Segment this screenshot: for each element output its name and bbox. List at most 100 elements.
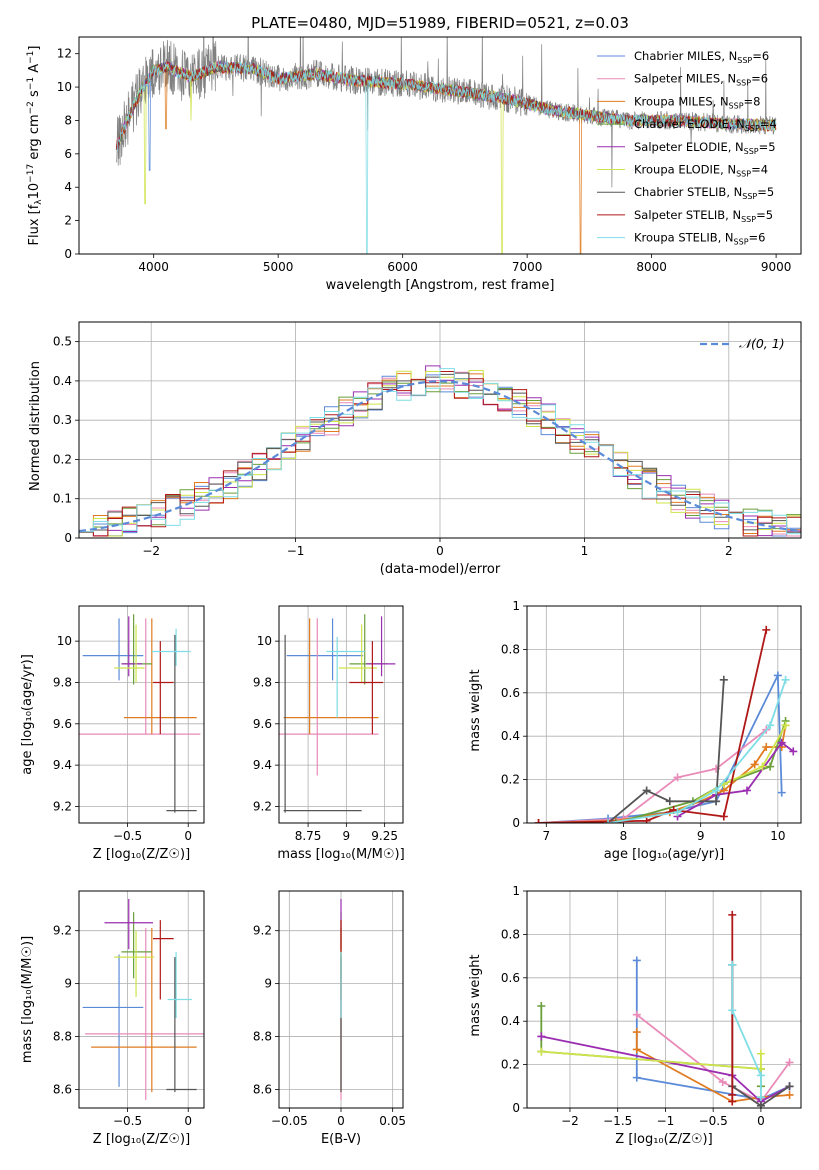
- y-tick-label: 8.8: [253, 1030, 272, 1044]
- x-tick-label: 9: [697, 829, 705, 843]
- x-tick-label: −0.5: [699, 1114, 728, 1128]
- legend-label-sub: SSP: [742, 192, 757, 201]
- x-tick-label: 10: [770, 829, 785, 843]
- y-axis-label-part: s: [27, 90, 42, 101]
- y-axis-label-part: ]: [27, 46, 42, 51]
- y-axis-label: mass weight: [468, 669, 483, 751]
- legend-label: Chabrier ELODIE, NSSP=4: [634, 117, 777, 133]
- y-tick-label: 9.2: [253, 799, 272, 813]
- weight-marker: [773, 671, 782, 680]
- y-tick-label: 9.2: [53, 799, 72, 813]
- legend-label-value: =6: [752, 49, 769, 63]
- x-tick-label: −1: [287, 544, 305, 558]
- x-tick-label: −0.5: [113, 829, 142, 843]
- weight-marker: [537, 1047, 546, 1056]
- x-tick-label: −2: [142, 544, 160, 558]
- y-axis-label-part: Flux [f: [27, 204, 42, 245]
- x-tick-label: 0: [184, 829, 192, 843]
- x-axis-label: E(B-V): [321, 1132, 361, 1147]
- panel-mass-vs-z: −0.5 0 8.6 8.8 9 9.2 Z [log₁₀(Z/Z☉)] mass [log₁…: [20, 890, 205, 1147]
- y-axis-label-part: A: [27, 64, 42, 77]
- legend-label: Kroupa STELIB, NSSP=6: [634, 231, 765, 247]
- y-tick-label: 8.6: [53, 1082, 72, 1096]
- x-tick-label: 6000: [387, 260, 418, 274]
- y-tick-label: 0.2: [53, 452, 72, 466]
- weight-line-5: [677, 724, 787, 813]
- x-tick-label: 0: [436, 544, 444, 558]
- axes-frame: [278, 605, 404, 824]
- y-tick-label: 1: [512, 599, 520, 613]
- normal-reference-curve: [79, 380, 801, 533]
- y-tick-label: 9.2: [53, 924, 72, 938]
- weight-marker: [777, 738, 786, 747]
- panel-age-vs-z: −0.5 0 9.2 9.4 9.6 9.8 10 Z [log₁₀(Z/Z☉)] age [l…: [20, 605, 205, 862]
- y-tick-label: 9: [64, 977, 72, 991]
- axes-frame: [526, 890, 802, 1109]
- legend-label-name: Kroupa MILES, N: [634, 94, 729, 108]
- y-tick-label: 0.5: [53, 335, 72, 349]
- weight-marker: [766, 762, 775, 771]
- y-tick-label: 9.2: [253, 924, 272, 938]
- y-tick-label: 2: [64, 214, 72, 228]
- weight-marker: [611, 819, 620, 823]
- plot-area: [79, 365, 801, 537]
- y-axis-label: mass [log₁₀(M/M☉)]: [20, 936, 35, 1063]
- x-tick-label: 9000: [761, 260, 792, 274]
- axes-frame: [278, 890, 404, 1109]
- x-tick-label: −1.5: [603, 1114, 632, 1128]
- weight-marker: [728, 1097, 737, 1106]
- weight-marker: [665, 797, 674, 806]
- weight-line-8: [731, 964, 762, 1098]
- x-tick-label: 2: [725, 544, 733, 558]
- y-tick-label: 10: [257, 634, 272, 648]
- y-tick-label: 8.6: [253, 1082, 272, 1096]
- legend-label-name: Kroupa STELIB, N: [634, 231, 734, 245]
- y-tick-label: 0.1: [53, 492, 72, 506]
- weight-marker: [728, 960, 737, 969]
- x-tick-label: 8.75: [295, 829, 322, 843]
- x-axis-label: Z [log₁₀(Z/Z☉)]: [93, 1132, 190, 1147]
- x-axis-label: (data-model)/error: [380, 562, 501, 577]
- y-tick-label: 0.3: [53, 413, 72, 427]
- x-tick-label: 1: [581, 544, 589, 558]
- weight-line-4: [541, 1035, 790, 1103]
- x-tick-label: 0: [184, 1114, 192, 1128]
- axes-frame: [526, 605, 802, 824]
- y-tick-label: 0: [512, 816, 520, 830]
- x-tick-label: 0.05: [379, 1114, 406, 1128]
- weight-line-5: [541, 1050, 762, 1070]
- observed-spectrum: [115, 37, 777, 188]
- y-tick-label: 12: [57, 47, 72, 61]
- legend-label-value: =6: [751, 72, 768, 86]
- weight-marker: [781, 675, 790, 684]
- weight-marker: [789, 747, 798, 756]
- x-tick-label: 0: [757, 1114, 765, 1128]
- legend-label-name: Salpeter STELIB, N: [634, 208, 741, 222]
- legend-label: Chabrier STELIB, NSSP=5: [634, 185, 774, 201]
- y-tick-label: 9.4: [253, 758, 272, 772]
- y-axis-label: Normed distribution: [28, 361, 43, 491]
- weight-marker: [537, 1032, 546, 1041]
- weight-marker: [712, 786, 721, 795]
- panel-weight-vs-z: −2 −1.5 −1 −0.5 0 0 0.2 0.4 0.6 0.8 1 Z [log₁₀(Z/Z☉…: [468, 884, 802, 1147]
- weight-marker: [762, 625, 771, 634]
- y-axis-label-part: −1: [26, 77, 36, 90]
- weight-line-0: [635, 960, 790, 1101]
- weight-marker: [728, 1006, 737, 1015]
- y-tick-label: 8: [64, 113, 72, 127]
- weight-marker: [750, 760, 759, 769]
- weight-marker: [785, 1090, 794, 1099]
- plot-area: [537, 910, 794, 1108]
- legend-label-sub: SSP: [741, 215, 756, 224]
- weight-marker: [756, 1049, 765, 1058]
- weight-marker: [632, 956, 641, 965]
- weight-marker: [642, 786, 651, 795]
- legend-label-value: =8: [744, 94, 761, 108]
- legend-label-sub: SSP: [729, 101, 744, 110]
- x-tick-label: 8000: [636, 260, 667, 274]
- y-tick-label: 0.4: [53, 374, 72, 388]
- x-tick-label: 5000: [263, 260, 294, 274]
- histogram-8: [79, 368, 801, 535]
